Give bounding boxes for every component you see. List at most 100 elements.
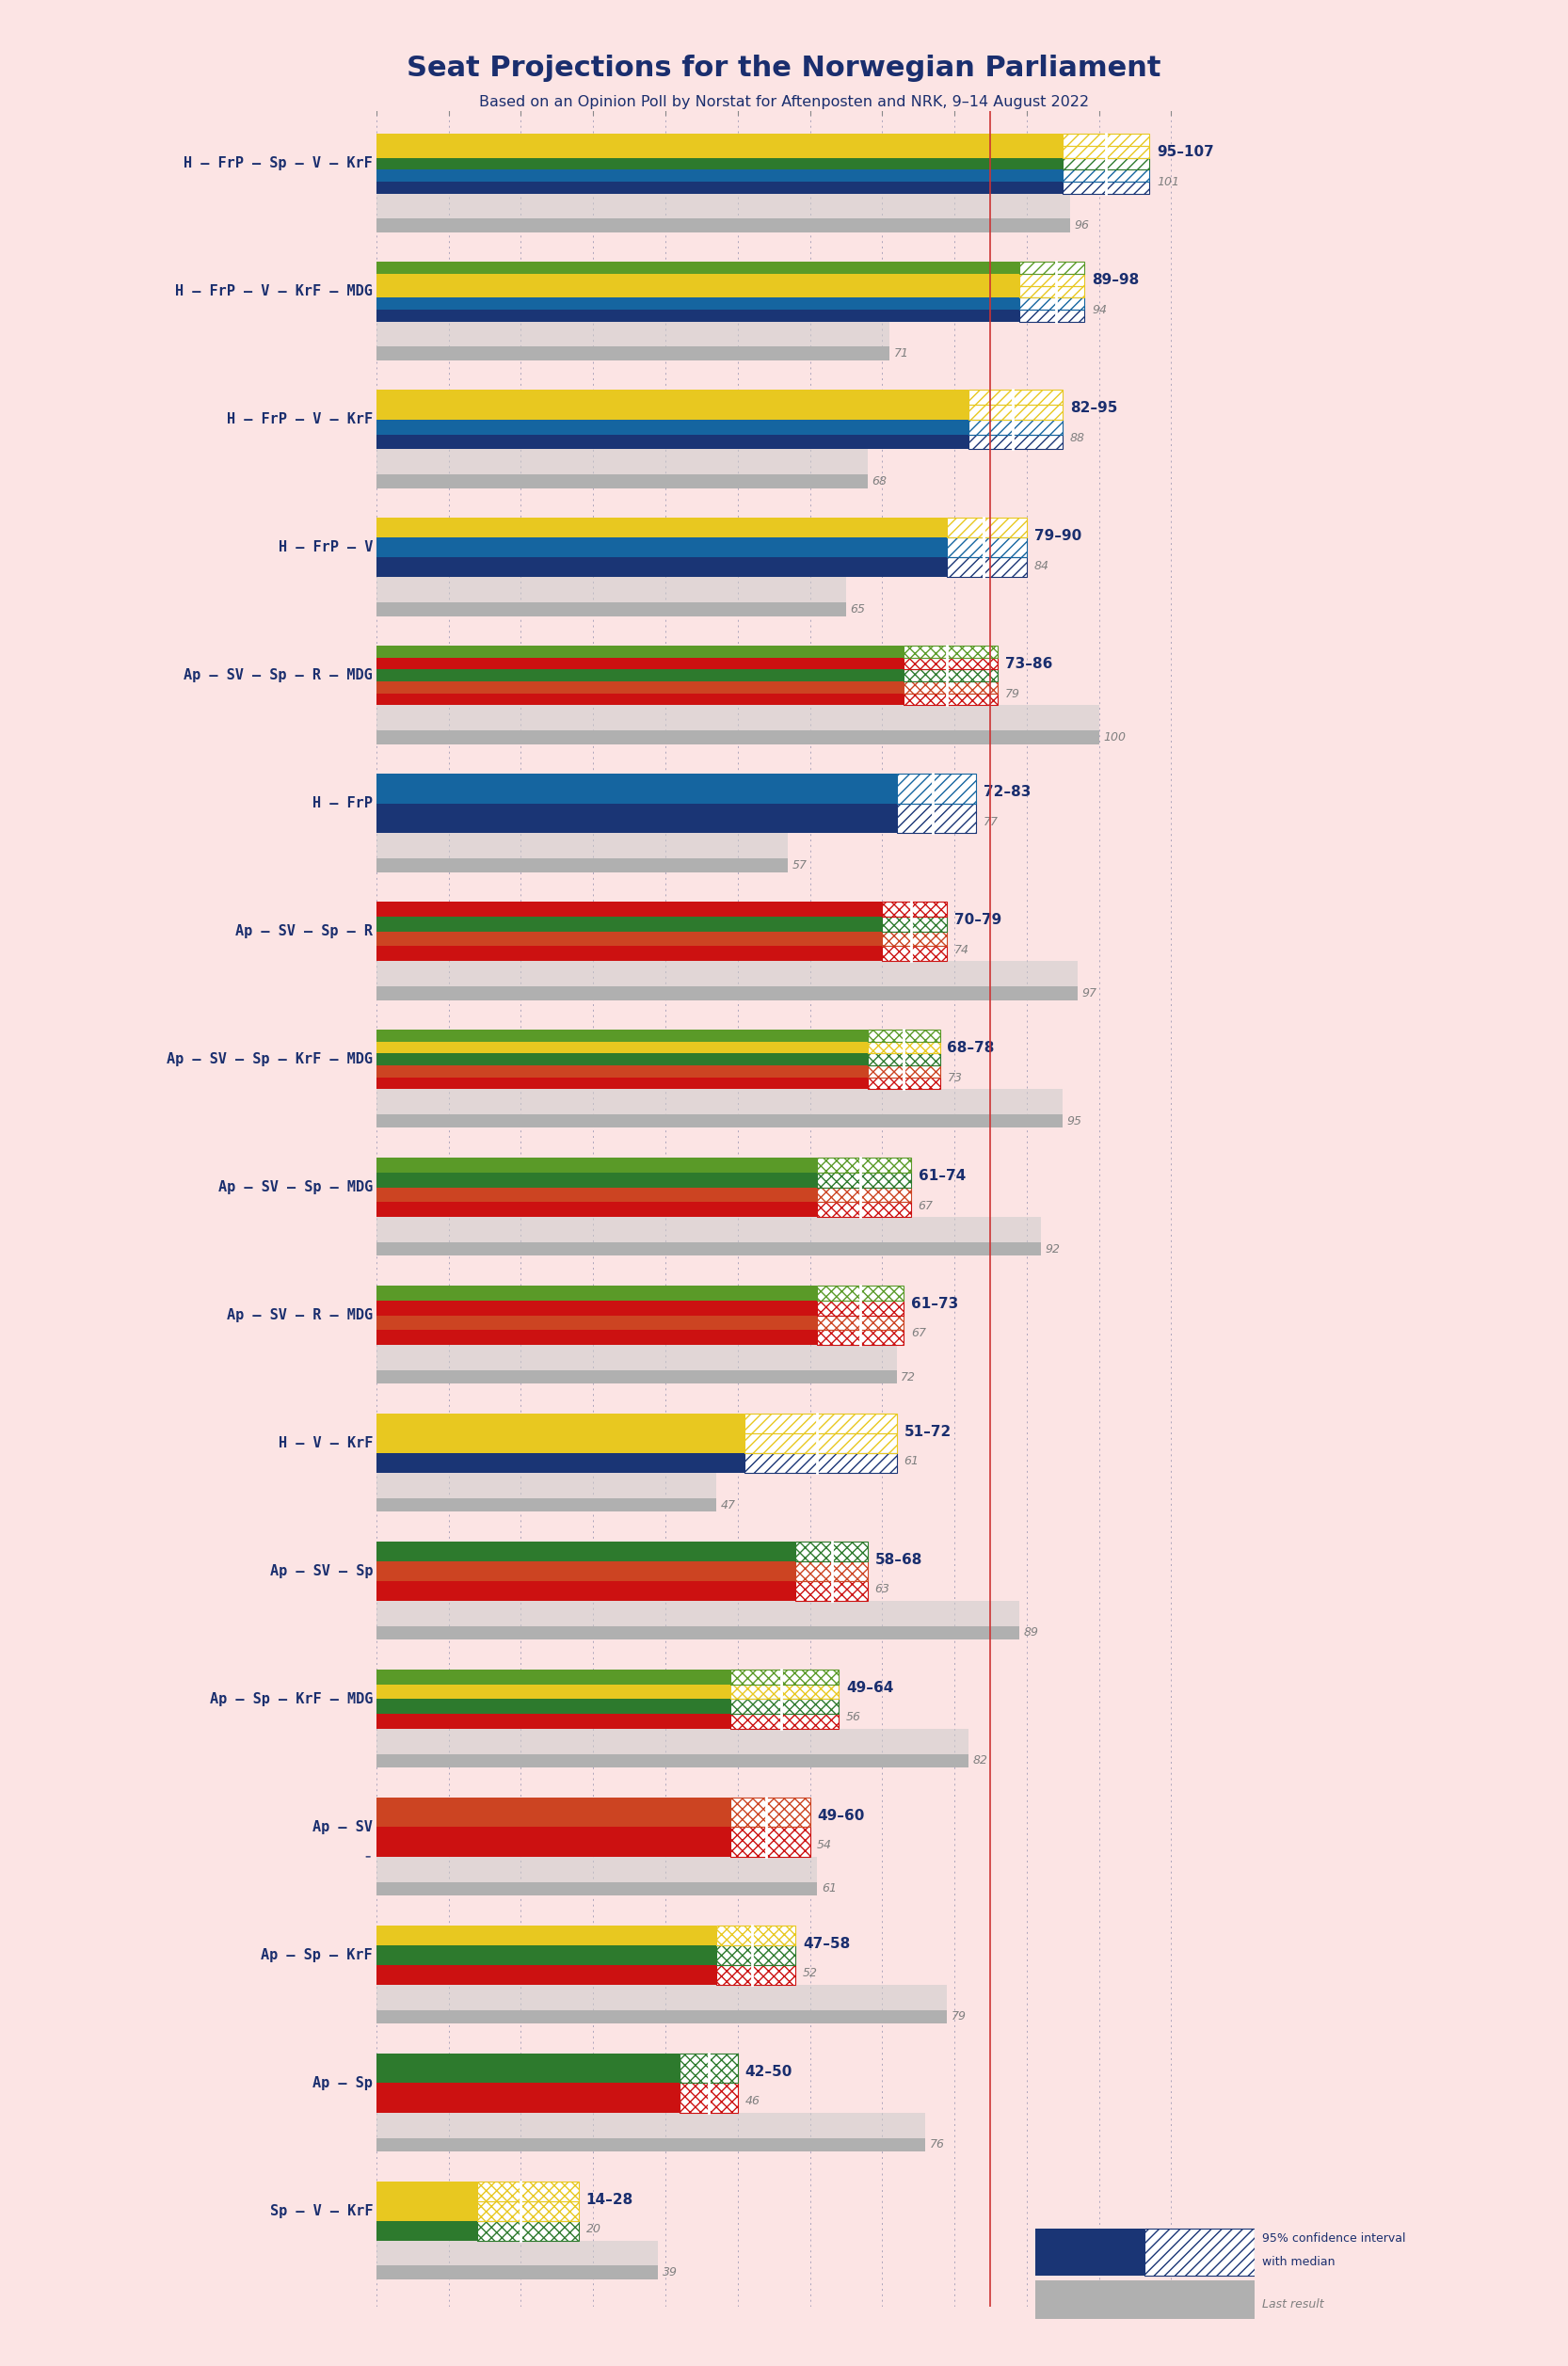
Bar: [376, 1881, 817, 1895]
Bar: [731, 1798, 811, 1827]
Bar: [376, 1602, 1019, 1625]
Bar: [376, 1926, 717, 1945]
Bar: [376, 159, 1063, 170]
Bar: [376, 1077, 867, 1088]
Bar: [947, 537, 1027, 558]
Text: 79: 79: [952, 2011, 966, 2023]
Bar: [1063, 135, 1149, 147]
Text: 95% confidence interval: 95% confidence interval: [1262, 2231, 1406, 2245]
Bar: [376, 603, 847, 615]
Bar: [969, 419, 1063, 435]
Bar: [1145, 2229, 1254, 2276]
Bar: [376, 1041, 867, 1053]
Bar: [1063, 159, 1149, 170]
Text: 56: 56: [847, 1711, 861, 1722]
Bar: [883, 932, 947, 946]
Bar: [478, 2181, 579, 2200]
Bar: [1019, 310, 1085, 322]
Bar: [376, 1413, 745, 1434]
Text: 68: 68: [872, 476, 887, 487]
Bar: [969, 390, 1063, 405]
Bar: [1019, 274, 1085, 286]
Bar: [376, 1453, 745, 1474]
Bar: [376, 435, 969, 450]
Bar: [903, 658, 997, 670]
Text: 49–60: 49–60: [817, 1808, 864, 1822]
Bar: [376, 1301, 817, 1315]
Bar: [969, 435, 1063, 450]
Bar: [867, 1077, 939, 1088]
Text: 42–50: 42–50: [745, 2066, 792, 2080]
Text: 71: 71: [894, 348, 909, 360]
Text: 88: 88: [1069, 433, 1085, 445]
Text: H – FrP – V – KrF – MDG: H – FrP – V – KrF – MDG: [176, 284, 373, 298]
Text: Sp – V – KrF: Sp – V – KrF: [270, 2203, 373, 2217]
Bar: [717, 1926, 795, 1945]
Bar: [376, 1685, 731, 1699]
Text: 20: 20: [586, 2224, 601, 2236]
Bar: [903, 646, 997, 658]
Text: 73–86: 73–86: [1005, 658, 1052, 672]
Bar: [376, 537, 947, 558]
Bar: [817, 1174, 911, 1188]
Bar: [376, 1053, 867, 1065]
Bar: [376, 2181, 478, 2200]
Bar: [731, 1827, 811, 1857]
Bar: [376, 1964, 717, 1985]
Bar: [376, 1370, 897, 1384]
Bar: [731, 1685, 839, 1699]
Bar: [795, 1562, 867, 1580]
Bar: [376, 263, 1019, 274]
Bar: [745, 1434, 897, 1453]
Bar: [376, 147, 1063, 159]
Text: H – FrP – V – KrF: H – FrP – V – KrF: [227, 412, 373, 426]
Bar: [376, 646, 903, 658]
Text: 94: 94: [1091, 303, 1107, 317]
Bar: [376, 916, 883, 932]
Bar: [903, 693, 997, 705]
Bar: [1019, 286, 1085, 298]
Bar: [1063, 170, 1149, 182]
Text: 61: 61: [822, 1883, 836, 1895]
Bar: [817, 1157, 911, 1174]
Text: 47–58: 47–58: [803, 1935, 850, 1950]
Bar: [376, 987, 1077, 1001]
Bar: [376, 1088, 1063, 1114]
Bar: [731, 1699, 839, 1713]
Text: 72–83: 72–83: [983, 786, 1030, 800]
Bar: [903, 670, 997, 681]
Bar: [376, 1157, 817, 1174]
Text: 84: 84: [1033, 561, 1049, 573]
Bar: [745, 1453, 897, 1474]
Text: 61–74: 61–74: [919, 1169, 966, 1183]
Text: 72: 72: [902, 1370, 916, 1384]
Bar: [883, 946, 947, 961]
Bar: [376, 1625, 1019, 1640]
Bar: [903, 681, 997, 693]
Bar: [376, 286, 1019, 298]
Bar: [376, 1285, 817, 1301]
Bar: [376, 1434, 745, 1453]
Bar: [883, 916, 947, 932]
Bar: [376, 1202, 817, 1216]
Bar: [376, 518, 947, 537]
Bar: [376, 1985, 947, 2009]
Bar: [867, 1029, 939, 1041]
Bar: [817, 1315, 903, 1330]
Bar: [376, 1315, 817, 1330]
Text: 79–90: 79–90: [1033, 530, 1082, 544]
Text: Based on an Opinion Poll by Norstat for Aftenposten and NRK, 9–14 August 2022: Based on an Opinion Poll by Norstat for …: [478, 95, 1090, 109]
Bar: [376, 961, 1077, 987]
Text: 73: 73: [947, 1072, 963, 1084]
Text: Ap – SV: Ap – SV: [312, 1819, 373, 1834]
Bar: [817, 1285, 903, 1301]
Text: 79: 79: [1005, 689, 1021, 700]
Bar: [969, 419, 1063, 435]
Text: 95: 95: [1068, 1114, 1082, 1126]
Bar: [376, 405, 969, 419]
Bar: [376, 1065, 867, 1077]
Bar: [867, 1041, 939, 1053]
Bar: [376, 2113, 925, 2139]
Bar: [376, 774, 897, 804]
Bar: [1063, 182, 1149, 194]
